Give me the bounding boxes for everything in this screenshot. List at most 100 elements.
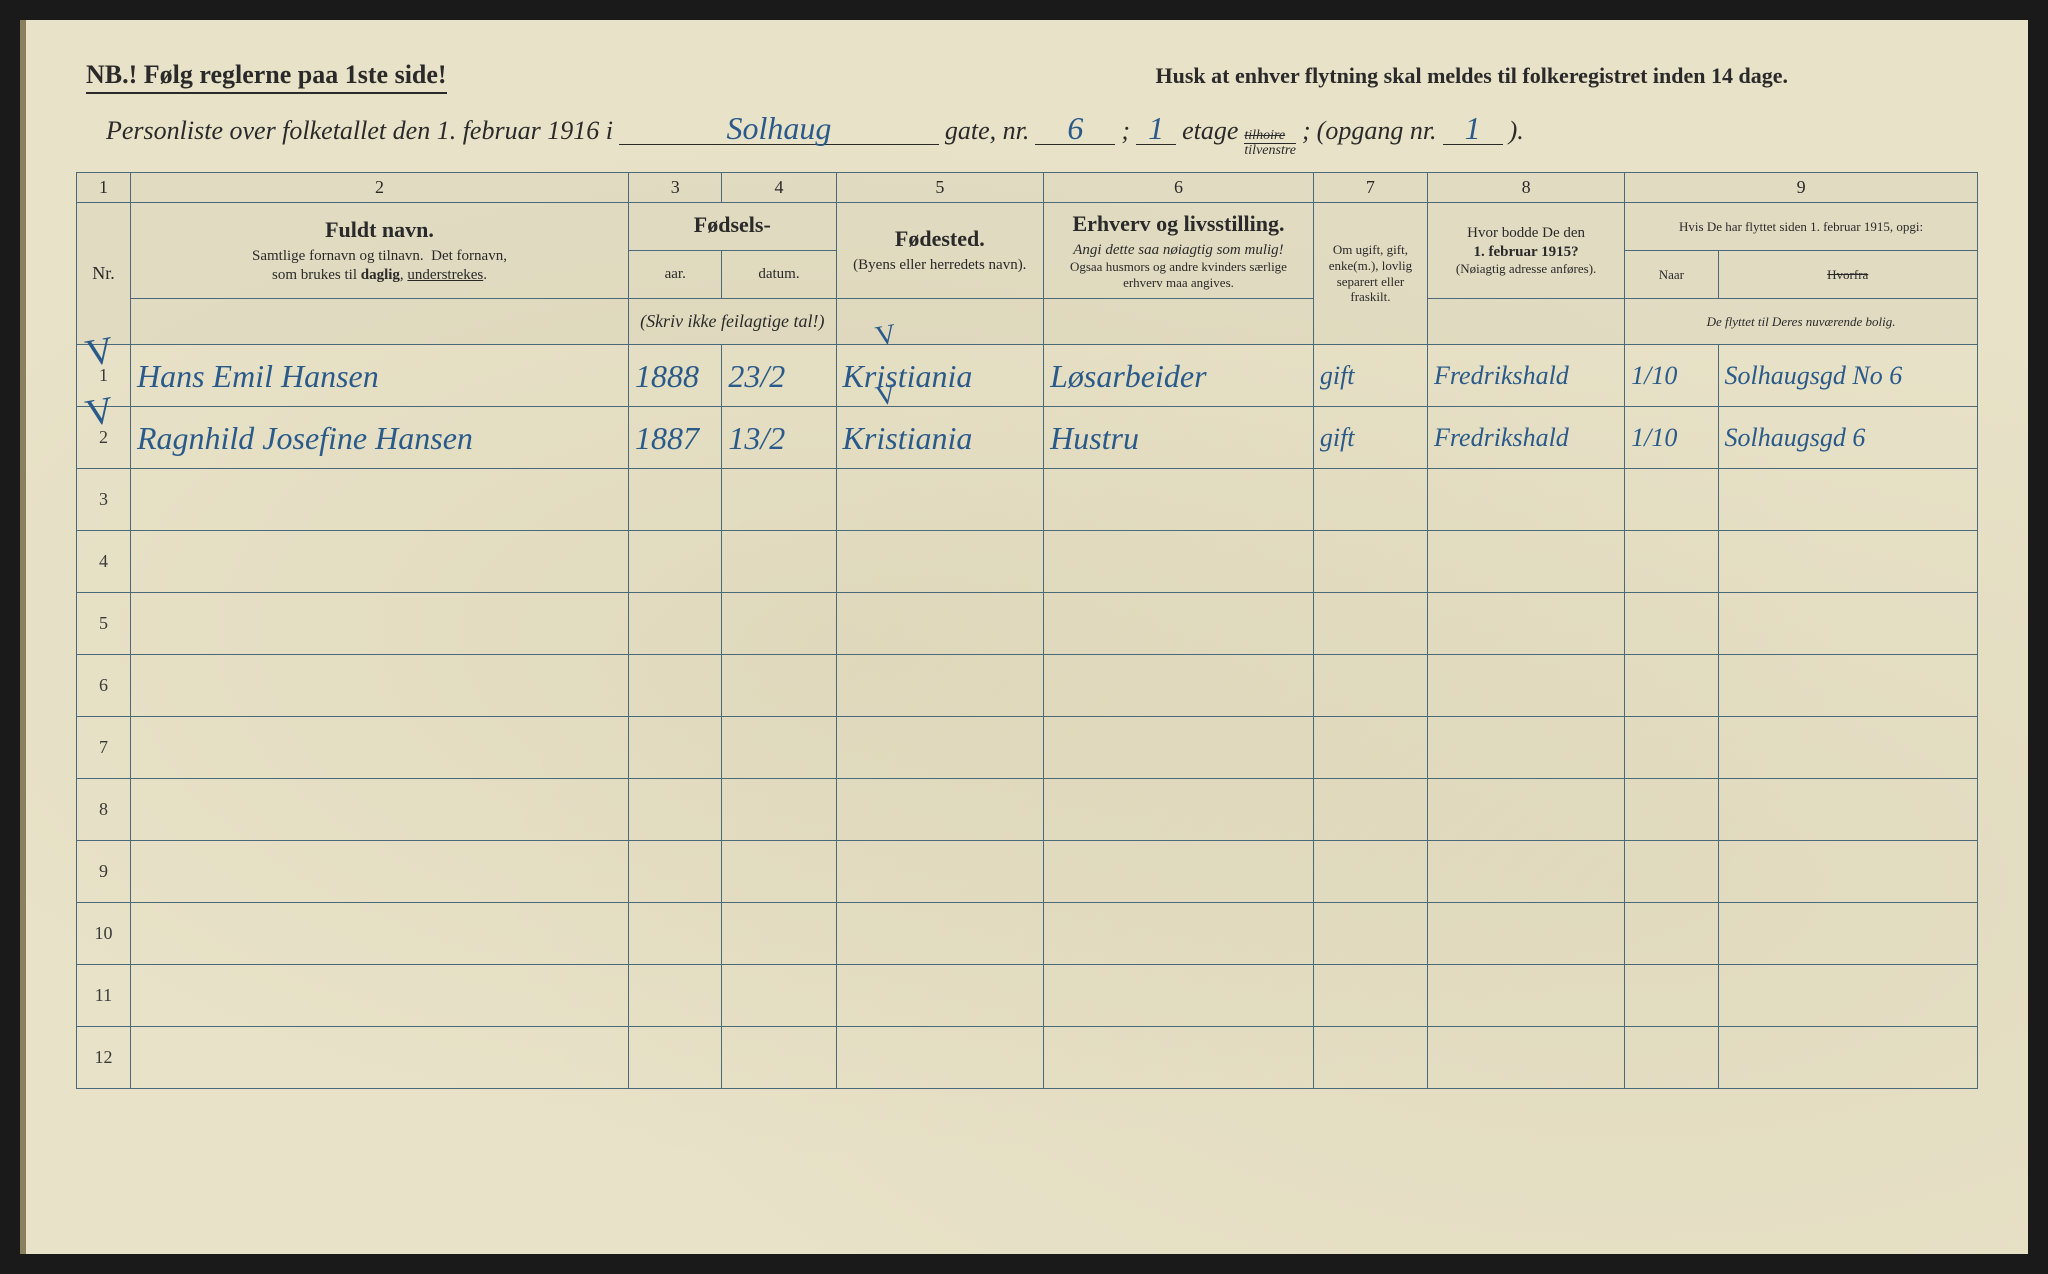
name-cell (130, 841, 628, 903)
year-cell (629, 903, 722, 965)
place-cell (836, 965, 1044, 1027)
occ-cell-value: Løsarbeider (1050, 358, 1206, 394)
row-nr-value: 8 (99, 799, 108, 819)
hvor-cell-value: Solhaugsgd No 6 (1725, 361, 1903, 390)
year-cell (629, 841, 722, 903)
marital-cell (1313, 655, 1427, 717)
place-cell: Kristiania (836, 407, 1044, 469)
census-page: NB.! Følg reglerne paa 1ste side! Husk a… (20, 20, 2028, 1254)
hvor-cell: Solhaugsgd No 6 (1718, 345, 1977, 407)
gate-nr-field: 6 (1035, 112, 1115, 145)
row-nr-value: 4 (99, 551, 108, 571)
prev-cell: Fredrikshald (1428, 407, 1625, 469)
table-row: 8 (77, 779, 1978, 841)
hdr-date: datum. (722, 251, 836, 299)
marital-cell (1313, 779, 1427, 841)
header-row-1: Nr. Fuldt navn. Samtlige fornavn og tiln… (77, 203, 1978, 251)
naar-cell (1625, 965, 1718, 1027)
place-cell-value: Kristiania (843, 420, 973, 456)
table-row: 2Ragnhild Josefine Hansen188713/2Kristia… (77, 407, 1978, 469)
prev-cell-value: Fredrikshald (1434, 423, 1569, 452)
name-cell: Ragnhild Josefine Hansen (130, 407, 628, 469)
year-cell (629, 531, 722, 593)
date-cell (722, 841, 836, 903)
date-cell (722, 593, 836, 655)
table-row: 12 (77, 1027, 1978, 1089)
hdr-date-text: datum. (728, 265, 829, 284)
prev-cell (1428, 469, 1625, 531)
lead-text: Personliste over folketallet den 1. febr… (106, 116, 613, 146)
header-top: NB.! Følg reglerne paa 1ste side! Husk a… (76, 60, 1978, 94)
year-cell-value: 1887 (635, 420, 699, 456)
hdr-name: Fuldt navn. Samtlige fornavn og tilnavn.… (130, 203, 628, 299)
date-cell: 13/2 (722, 407, 836, 469)
hvor-cell (1718, 655, 1977, 717)
hdr-marital: Om ugift, gift, enke(m.), lovlig separer… (1313, 203, 1427, 345)
row-nr: 9 (77, 841, 131, 903)
reminder-text: Husk at enhver flytning skal meldes til … (1155, 63, 1788, 89)
hvor-cell (1718, 779, 1977, 841)
date-cell: 23/2 (722, 345, 836, 407)
occ-cell (1044, 655, 1314, 717)
date-cell (722, 469, 836, 531)
hdr-name-blank (130, 299, 628, 345)
colnum-6: 6 (1044, 173, 1314, 203)
hdr-occ-main: Erhverv og livsstilling. (1050, 211, 1307, 237)
hdr-occ: Erhverv og livsstilling. Angi dette saa … (1044, 203, 1314, 299)
naar-cell-value: 1/10 (1631, 423, 1677, 452)
colnum-1: 1 (77, 173, 131, 203)
hdr-hvorfra-text: Hvorfra (1725, 267, 1971, 283)
hdr-naar: Naar (1625, 251, 1718, 299)
table-row: 3 (77, 469, 1978, 531)
colnum-3: 3 (629, 173, 722, 203)
hvor-cell (1718, 903, 1977, 965)
naar-cell (1625, 531, 1718, 593)
name-cell (130, 1027, 628, 1089)
name-cell (130, 469, 628, 531)
marital-cell (1313, 717, 1427, 779)
gate-label: gate, nr. (945, 116, 1030, 146)
row-nr-value: 5 (99, 613, 108, 633)
hdr-year: aar. (629, 251, 722, 299)
prev-cell (1428, 531, 1625, 593)
row-nr-value: 10 (94, 923, 112, 943)
street-field: Solhaug (619, 112, 939, 145)
occ-cell (1044, 903, 1314, 965)
nb-notice: NB.! Følg reglerne paa 1ste side! (86, 60, 447, 94)
close-paren: ). (1509, 116, 1524, 146)
date-cell (722, 531, 836, 593)
place-cell (836, 903, 1044, 965)
place-cell (836, 655, 1044, 717)
year-cell (629, 593, 722, 655)
colnum-8: 8 (1428, 173, 1625, 203)
naar-cell: 1/10 (1625, 345, 1718, 407)
row-nr-value: 9 (99, 861, 108, 881)
prev-cell: Fredrikshald (1428, 345, 1625, 407)
opgang-field: 1 (1443, 112, 1503, 145)
hdr-moved-sub: De flyttet til Deres nuværende bolig. (1625, 299, 1978, 345)
row-nr: 7 (77, 717, 131, 779)
naar-cell (1625, 841, 1718, 903)
hdr-nr: Nr. (77, 203, 131, 345)
row-nr: 10 (77, 903, 131, 965)
prev-cell (1428, 903, 1625, 965)
occ-cell-value: Hustru (1050, 420, 1139, 456)
side-bottom: tilvenstre (1244, 144, 1296, 158)
naar-cell-value: 1/10 (1631, 361, 1677, 390)
hdr-moved: Hvis De har flyttet siden 1. februar 191… (1625, 203, 1978, 251)
semicolon: ; (1121, 116, 1130, 146)
marital-cell: gift (1313, 345, 1427, 407)
name-cell (130, 655, 628, 717)
table-row: 6 (77, 655, 1978, 717)
naar-cell: 1/10 (1625, 407, 1718, 469)
hdr-place-main: Fødested. (843, 226, 1038, 252)
occ-cell (1044, 841, 1314, 903)
name-cell (130, 903, 628, 965)
year-cell: 1887 (629, 407, 722, 469)
hvor-cell (1718, 469, 1977, 531)
occ-cell: Hustru (1044, 407, 1314, 469)
date-cell-value: 23/2 (728, 358, 785, 394)
hvor-cell (1718, 965, 1977, 1027)
prev-cell (1428, 965, 1625, 1027)
marital-cell-value: gift (1320, 361, 1355, 390)
